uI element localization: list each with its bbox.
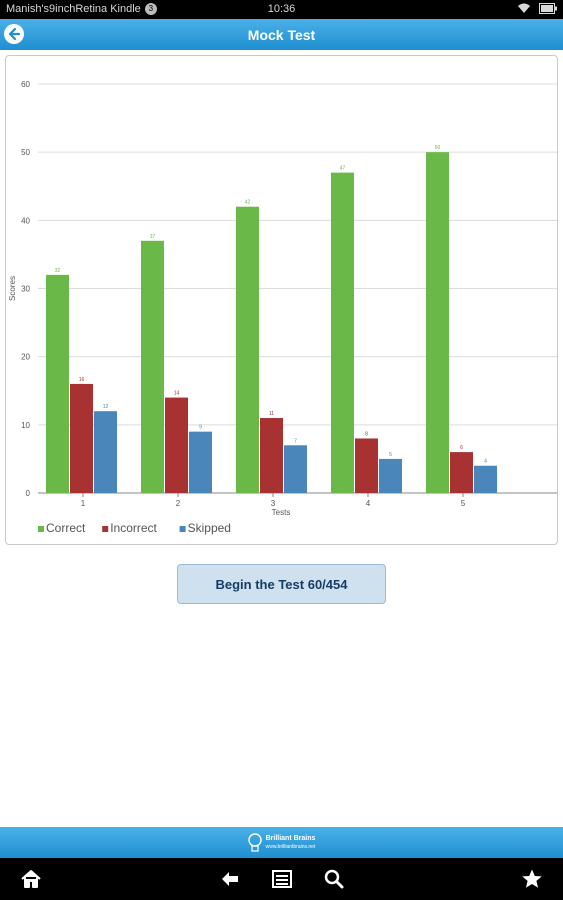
bar-incorrect <box>260 418 283 493</box>
status-bar: Manish's9inchRetina Kindle 3 10:36 <box>0 0 563 19</box>
bar-incorrect <box>355 438 378 493</box>
back-arrow-icon <box>8 27 21 41</box>
bar-correct <box>46 274 69 493</box>
bar-correct <box>426 152 449 493</box>
bar-incorrect <box>70 383 93 493</box>
legend-swatch-skipped <box>179 526 186 532</box>
back-nav-icon[interactable] <box>219 868 241 890</box>
brand-name: Brilliant Brains <box>265 834 316 842</box>
bar-value-label: 8 <box>365 431 368 437</box>
y-tick-label: 20 <box>21 353 30 362</box>
chart-card: 0 10 20 30 40 50 60 Scores 32 16 12 1 37 14 9 2 42 11 7 3 47… <box>5 55 558 545</box>
bar-correct <box>141 240 164 493</box>
y-tick-label: 60 <box>21 80 30 89</box>
status-bar-left: Manish's9inchRetina Kindle 3 <box>6 3 157 15</box>
bar-incorrect <box>165 397 188 493</box>
bar-skipped <box>379 458 402 493</box>
y-tick-label: 40 <box>21 216 30 225</box>
footer-brand-bar: Brilliant Brains www.brilliantbrains.net <box>0 827 563 858</box>
x-tick-label: 3 <box>271 499 276 508</box>
x-tick-label: 2 <box>176 499 181 508</box>
y-axis-label: Scores <box>8 276 17 301</box>
title-bar: Mock Test <box>0 19 563 50</box>
scores-bar-chart: 0 10 20 30 40 50 60 Scores 32 16 12 1 37 14 9 2 42 11 7 3 47… <box>8 80 557 535</box>
bar-value-label: 42 <box>245 200 251 206</box>
home-icon[interactable] <box>20 868 42 890</box>
x-tick-label: 1 <box>81 499 86 508</box>
y-tick-label: 30 <box>21 285 30 294</box>
bar-value-label: 32 <box>55 268 61 274</box>
bar-value-label: 47 <box>340 166 346 172</box>
wifi-icon <box>518 3 530 13</box>
bar-incorrect <box>450 452 473 493</box>
y-tick-label: 50 <box>21 148 30 157</box>
x-tick-label: 4 <box>366 499 371 508</box>
x-axis-label: Tests <box>272 508 291 517</box>
brand-text: Brilliant Brains www.brilliantbrains.net <box>266 835 316 851</box>
bulb-logo-icon <box>247 832 262 852</box>
status-bar-right <box>517 2 557 14</box>
bar-correct <box>236 206 259 493</box>
x-tick-label: 5 <box>461 499 466 508</box>
favorite-star-icon[interactable] <box>521 868 543 890</box>
bar-value-label: 16 <box>79 377 85 383</box>
brand-url: www.brilliantbrains.net <box>265 843 316 850</box>
legend-label-incorrect: Incorrect <box>110 521 157 535</box>
menu-icon[interactable] <box>271 868 293 890</box>
bar-value-label: 6 <box>460 445 463 451</box>
legend-label-correct: Correct <box>46 521 86 535</box>
bar-value-label: 11 <box>269 411 274 417</box>
bar-value-label: 5 <box>389 452 392 458</box>
y-tick-label: 10 <box>21 421 30 430</box>
bar-value-label: 4 <box>484 459 487 465</box>
bar-skipped <box>284 445 307 493</box>
bar-value-label: 9 <box>199 425 202 431</box>
bar-correct <box>331 172 354 493</box>
legend-swatch-incorrect <box>102 526 109 532</box>
search-icon[interactable] <box>323 868 345 890</box>
bar-skipped <box>474 465 497 493</box>
bar-value-label: 7 <box>294 438 297 444</box>
back-button[interactable] <box>4 24 24 44</box>
bar-value-label: 14 <box>174 391 180 397</box>
legend-swatch-correct <box>38 526 44 532</box>
begin-test-button[interactable]: Begin the Test 60/454 <box>177 564 386 604</box>
bar-skipped <box>94 411 117 493</box>
bar-value-label: 12 <box>103 404 109 410</box>
status-time: 10:36 <box>267 3 296 15</box>
legend-label-skipped: Skipped <box>188 521 231 535</box>
bar-value-label: 37 <box>150 234 156 240</box>
battery-icon <box>539 2 557 14</box>
bar-value-label: 50 <box>435 145 441 151</box>
bar-skipped <box>189 431 212 493</box>
notification-badge[interactable]: 3 <box>144 3 157 15</box>
page-title: Mock Test <box>247 27 316 43</box>
device-name: Manish's9inchRetina Kindle <box>6 3 141 15</box>
y-tick-label: 0 <box>26 489 31 498</box>
navigation-bar <box>0 858 563 900</box>
